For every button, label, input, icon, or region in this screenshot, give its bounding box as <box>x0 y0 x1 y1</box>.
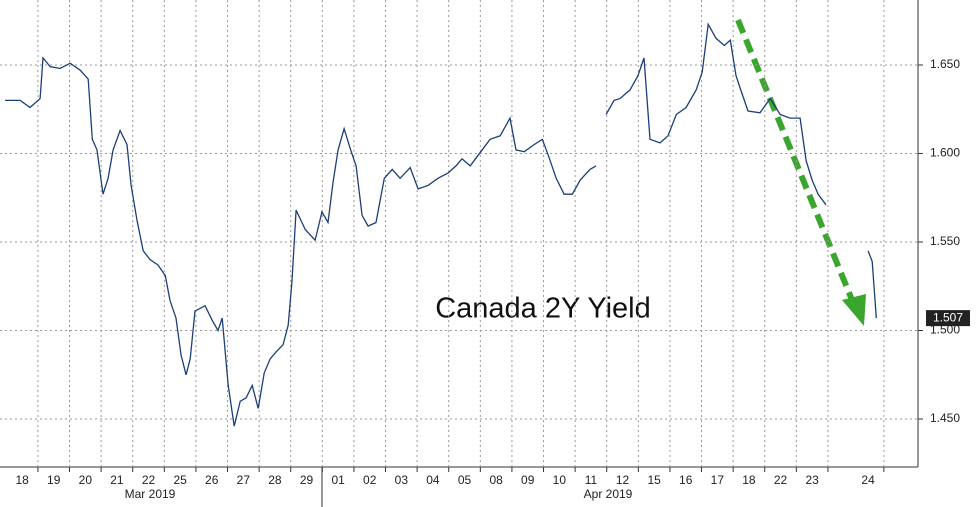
x-tick-label: 05 <box>458 473 472 487</box>
annotation: Canada 2Y Yield <box>435 293 651 325</box>
x-tick-label: 27 <box>237 473 251 487</box>
x-tick-label: 18 <box>15 473 29 487</box>
x-tick-label: 01 <box>331 473 345 487</box>
y-tick-label: 1.650 <box>930 57 960 71</box>
y-tick-label: 1.450 <box>930 411 960 425</box>
x-tick-label: 12 <box>616 473 630 487</box>
x-tick-label: 22 <box>142 473 156 487</box>
x-tick-label: 25 <box>173 473 187 487</box>
x-tick-label: 22 <box>774 473 788 487</box>
arrow-shaft <box>735 18 855 302</box>
arrow-head <box>842 294 866 326</box>
trend-arrow <box>735 18 866 326</box>
x-tick-label: 28 <box>268 473 282 487</box>
x-tick-label: 03 <box>395 473 409 487</box>
x-tick-label: 29 <box>300 473 314 487</box>
last-value-box <box>926 310 970 327</box>
x-tick-label: 20 <box>79 473 93 487</box>
x-tick-label: 08 <box>489 473 503 487</box>
y-tick-label: 1.550 <box>930 234 960 248</box>
x-tick-label: 16 <box>679 473 693 487</box>
x-tick-label: 26 <box>205 473 219 487</box>
x-tick-label: 11 <box>585 473 598 487</box>
x-tick-label: 18 <box>742 473 756 487</box>
month-label: Mar 2019 <box>125 487 176 501</box>
x-tick-label: 23 <box>805 473 819 487</box>
x-tick-label: 04 <box>426 473 440 487</box>
x-tick-label: 21 <box>110 473 124 487</box>
x-tick-label: 10 <box>553 473 567 487</box>
x-tick-label: 15 <box>647 473 661 487</box>
y-tick-label: 1.500 <box>930 323 960 337</box>
x-tick-label: 24 <box>861 473 875 487</box>
month-label: Apr 2019 <box>584 487 633 501</box>
last-value-label: 1.507 <box>933 310 963 324</box>
x-tick-label: 17 <box>711 473 725 487</box>
line-series <box>5 22 877 427</box>
x-tick-label: 19 <box>47 473 61 487</box>
y-tick-label: 1.600 <box>930 146 960 160</box>
x-tick-label: 09 <box>521 473 535 487</box>
x-tick-label: 02 <box>363 473 377 487</box>
